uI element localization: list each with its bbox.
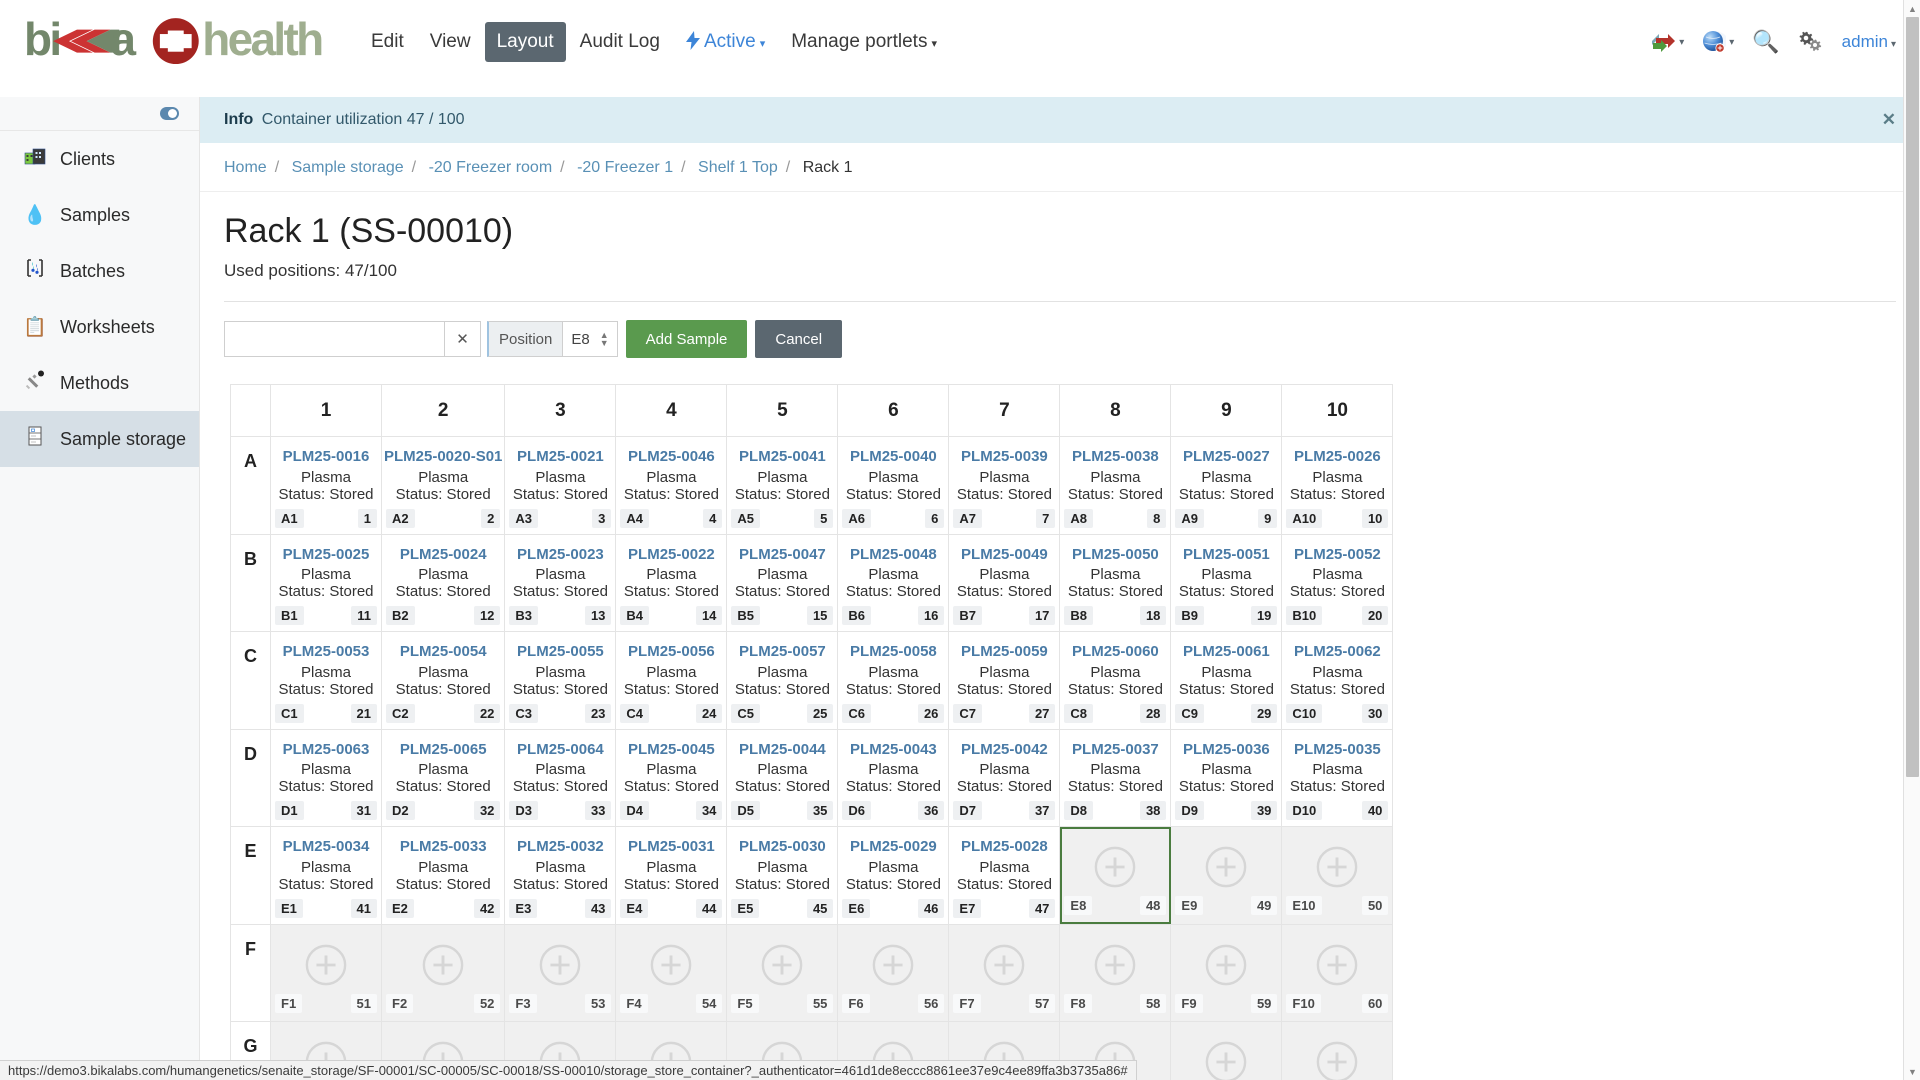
svg-text:health: health — [202, 17, 322, 65]
svg-text:a: a — [110, 17, 136, 65]
